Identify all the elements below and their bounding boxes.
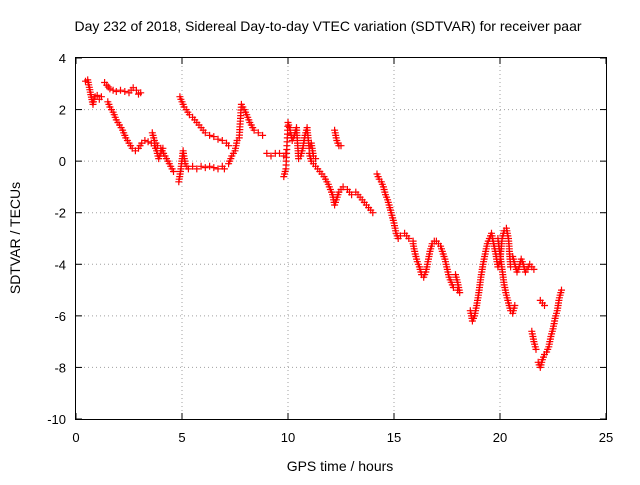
data-point [259, 131, 267, 139]
data-point [263, 149, 271, 157]
data-point [201, 164, 209, 172]
data-point [456, 289, 464, 297]
data-point [144, 138, 152, 146]
chart-title: Day 232 of 2018, Sidereal Day-to-day VTE… [74, 18, 581, 34]
data-point [184, 165, 192, 173]
x-tick-label: 20 [493, 430, 507, 445]
data-point [530, 265, 538, 273]
data-point [137, 89, 145, 97]
data-point [189, 162, 197, 170]
data-point [141, 137, 149, 144]
x-tick-label: 5 [178, 430, 185, 445]
data-point [170, 168, 177, 175]
data-point [206, 162, 214, 170]
plot-frame [75, 57, 607, 420]
data-point [106, 85, 114, 93]
data-point [112, 88, 120, 95]
data-point [121, 88, 129, 95]
data-point [276, 149, 283, 157]
data-point [225, 142, 233, 150]
y-tick-labels: -10 -8 -6 -4 -2 0 2 4 [47, 51, 66, 427]
data-point [339, 183, 347, 191]
data-point [132, 86, 140, 94]
data-point [511, 302, 519, 309]
data-point [396, 232, 404, 240]
data-point [254, 129, 262, 137]
data-point [532, 345, 540, 353]
y-tick-label: -6 [54, 309, 66, 324]
data-point [97, 93, 105, 101]
data-point [541, 302, 548, 309]
y-axis-label: SDTVAR / TECUs [7, 182, 23, 294]
x-tick-label: 25 [599, 430, 613, 445]
data-point [197, 162, 205, 170]
data-point [214, 165, 222, 173]
y-tick-label: -4 [54, 257, 66, 272]
x-tick-label: 15 [387, 430, 401, 445]
data-point [109, 86, 117, 94]
data-point [214, 135, 222, 143]
data-point [348, 191, 356, 199]
data-point [220, 165, 228, 173]
y-tick-label: 2 [59, 103, 66, 118]
y-tick-label: 4 [59, 51, 66, 66]
x-tick-label: 10 [281, 430, 295, 445]
axis-ticks [75, 57, 607, 420]
y-tick-label: 0 [59, 154, 66, 169]
y-tick-label: -10 [47, 412, 66, 427]
data-point [337, 142, 345, 150]
data-point [267, 152, 275, 160]
data-point [210, 164, 218, 172]
data-point [405, 235, 413, 242]
data-point [193, 165, 201, 173]
y-tick-label: -2 [54, 206, 66, 221]
data-points [82, 76, 565, 371]
data-point [369, 209, 377, 217]
y-tick-label: -8 [54, 360, 66, 375]
x-tick-labels: 0 5 10 15 20 25 [72, 430, 613, 445]
x-tick-label: 0 [72, 430, 79, 445]
data-point [558, 286, 565, 294]
data-point [117, 86, 124, 94]
data-point [250, 126, 258, 134]
data-point [210, 133, 218, 141]
data-point [201, 129, 209, 137]
data-point [206, 131, 214, 139]
grid [76, 58, 606, 419]
data-point [93, 91, 101, 99]
data-point [218, 137, 226, 144]
x-axis-label: GPS time / hours [287, 458, 394, 474]
